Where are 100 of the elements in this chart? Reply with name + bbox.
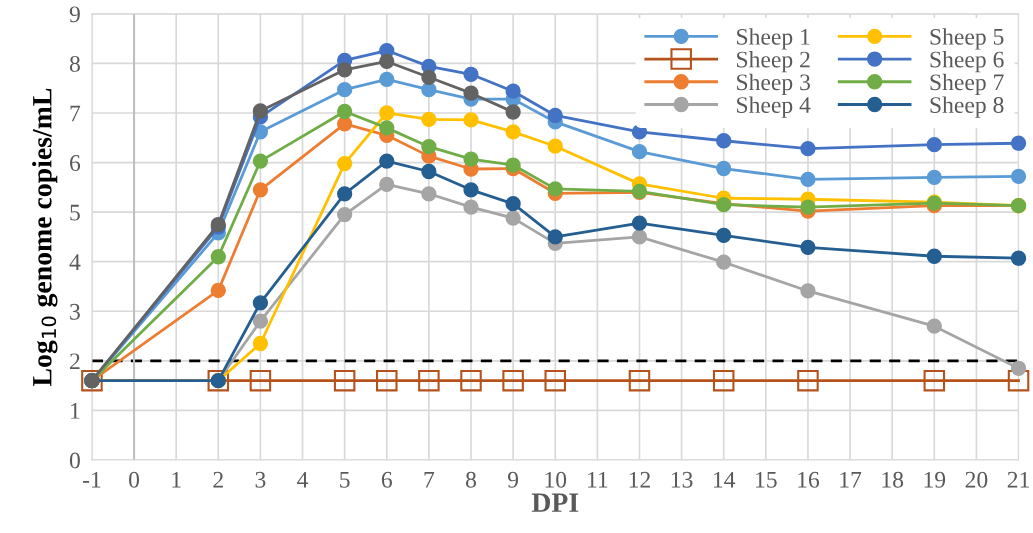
x-tick-label: 6 <box>381 471 392 488</box>
y-tick-label: 5 <box>70 204 80 221</box>
point <box>379 176 395 193</box>
point <box>547 138 563 154</box>
point <box>547 181 563 197</box>
x-tick-label: 15 <box>756 471 777 488</box>
point <box>421 163 437 180</box>
point <box>463 112 479 128</box>
x-tick-label: 0 <box>129 471 140 488</box>
point <box>800 239 816 255</box>
x-tick-label: 5 <box>340 472 350 488</box>
legend-label: Sheep 8 <box>930 96 1004 118</box>
x-tick-label: 7 <box>424 472 435 488</box>
point <box>421 186 437 202</box>
legend-label: Sheep 5 <box>930 28 1004 50</box>
point <box>1010 135 1027 151</box>
point <box>800 199 816 215</box>
x-tick-label: 13 <box>671 471 693 488</box>
point <box>505 124 521 140</box>
x-tick-label: 14 <box>713 471 736 488</box>
point <box>1010 360 1027 376</box>
point <box>379 105 395 121</box>
point <box>631 215 648 231</box>
point <box>800 141 816 157</box>
x-tick-label: 10 <box>545 471 567 488</box>
legend-label: Sheep 7 <box>930 73 1004 96</box>
point <box>337 103 353 120</box>
point <box>463 199 479 215</box>
point <box>421 111 437 128</box>
point <box>463 151 479 167</box>
point <box>926 318 942 334</box>
y-tick-label: 4 <box>69 254 81 270</box>
point <box>337 116 353 132</box>
point <box>333 369 356 392</box>
legend-label: Sheep 6 <box>930 50 1004 73</box>
point <box>337 155 353 172</box>
point <box>460 369 482 392</box>
point <box>797 369 819 392</box>
x-tick-label: 8 <box>466 471 476 488</box>
x-tick-label: 4 <box>297 471 309 488</box>
point <box>421 139 437 155</box>
point <box>716 160 732 177</box>
point <box>379 120 395 136</box>
y-tick-label: 2 <box>70 353 80 370</box>
x-tick-label: 1 <box>172 471 181 488</box>
point <box>505 196 521 212</box>
point <box>631 229 648 245</box>
y-tick-label: 6 <box>70 155 81 171</box>
legend-label: Sheep 3 <box>737 73 810 96</box>
point <box>505 83 521 99</box>
point <box>716 133 732 149</box>
point <box>926 169 942 186</box>
point <box>249 369 272 392</box>
y-tick-label: 7 <box>70 105 81 122</box>
point <box>421 69 437 85</box>
point <box>923 369 946 392</box>
point <box>418 369 440 392</box>
point <box>631 144 648 160</box>
point <box>252 335 269 352</box>
point <box>463 182 479 198</box>
point <box>505 157 521 173</box>
legend-label: Sheep 1 <box>737 28 810 50</box>
point <box>1010 250 1027 266</box>
y-tick-label: 3 <box>70 303 80 320</box>
point <box>926 248 942 264</box>
point <box>505 210 521 226</box>
x-tick-label: 11 <box>588 471 608 488</box>
point <box>1007 369 1030 392</box>
point <box>337 206 353 223</box>
point <box>210 282 226 299</box>
point <box>800 171 816 188</box>
x-tick-label: 17 <box>840 471 862 488</box>
point <box>376 369 398 392</box>
x-tick-label: 16 <box>798 471 820 488</box>
x-tick-label: 19 <box>924 471 946 488</box>
legend-label: Sheep 4 <box>737 96 811 118</box>
point <box>379 153 395 169</box>
point <box>463 85 479 101</box>
point <box>337 82 353 98</box>
point <box>544 369 566 392</box>
y-tick-label: 8 <box>69 55 80 72</box>
point <box>379 71 395 87</box>
x-tick-label: 18 <box>882 471 904 488</box>
point <box>252 313 269 329</box>
point <box>505 104 521 120</box>
point <box>716 227 732 244</box>
x-tick-label: 12 <box>629 471 650 488</box>
point <box>252 295 269 311</box>
x-tick-label: 21 <box>1007 471 1029 488</box>
y-tick-label: 1 <box>71 403 80 419</box>
point <box>252 153 269 169</box>
point <box>252 103 269 119</box>
point <box>716 254 732 270</box>
point <box>502 369 524 392</box>
point <box>926 137 942 153</box>
point <box>712 369 735 392</box>
point <box>463 66 479 82</box>
legend-label: Sheep 2 <box>737 50 810 73</box>
point <box>800 283 816 299</box>
y-axis-title: Log$_{10}$ genome copies/mL <box>32 88 58 387</box>
